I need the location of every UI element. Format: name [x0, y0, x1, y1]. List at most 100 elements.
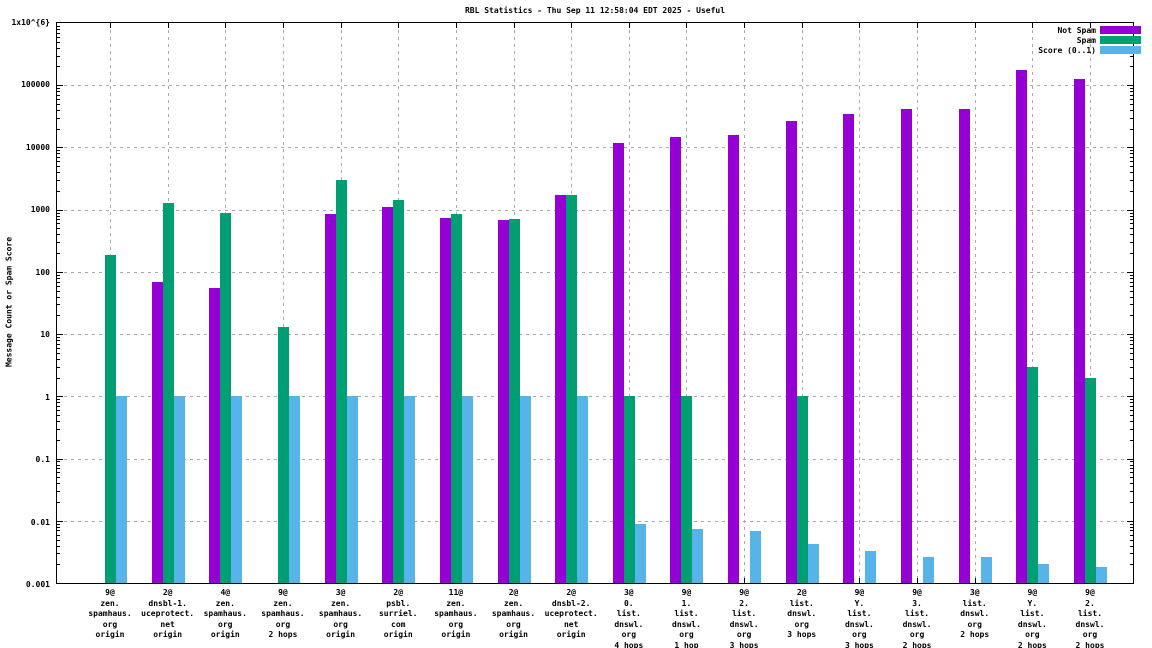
legend-item-score: Score (0..1) [1038, 45, 1141, 55]
y-major-tick [57, 85, 63, 86]
x-group-label-line: org [967, 619, 982, 629]
x-group-label-line: dnswl. [960, 609, 990, 618]
h-gridline [57, 334, 1133, 336]
y-minor-tick [1130, 282, 1133, 283]
bar-score [1038, 564, 1049, 583]
y-minor-tick [57, 535, 60, 536]
x-group-label-line: uceprotect. [141, 609, 195, 618]
y-tick-label: 1000 [30, 205, 50, 215]
y-minor-tick [57, 219, 60, 220]
legend-label: Spam [1076, 35, 1096, 45]
x-group-label-line: dnsbl-1. [148, 598, 187, 608]
y-minor-tick [57, 161, 60, 162]
y-minor-tick [57, 415, 60, 416]
x-group-label-line: 1 hop [674, 640, 699, 648]
y-minor-tick [57, 291, 60, 292]
x-group-label: 9@ 1. list. dnswl. org 1 hop [641, 588, 731, 648]
y-minor-tick [57, 33, 60, 34]
x-group-label: 2@ list. dnswl. org 3 hops [757, 588, 847, 641]
legend-swatch-spam [1100, 36, 1141, 44]
x-group-label-line: list. [732, 609, 757, 618]
bar-score [462, 396, 473, 583]
x-group-label-line: spamhaus. [318, 609, 363, 618]
x-group-label-line: org [506, 619, 521, 629]
y-minor-tick [57, 37, 60, 38]
bar-score [174, 396, 185, 583]
y-minor-tick [1130, 180, 1133, 181]
bar-spam [1027, 366, 1038, 583]
legend-swatch-not-spam [1100, 26, 1141, 34]
bar-spam [1085, 377, 1096, 583]
x-group-label-line: dnswl. [1017, 619, 1047, 629]
y-major-tick [57, 210, 63, 211]
x-group-label-line: dnswl. [902, 619, 932, 629]
y-minor-tick [57, 530, 60, 531]
y-minor-tick [1130, 234, 1133, 235]
x-group-label-line: Y. [1027, 598, 1038, 608]
y-minor-tick [57, 242, 60, 243]
y-minor-tick [57, 491, 60, 492]
y-minor-tick [1130, 524, 1133, 525]
y-minor-tick [1130, 275, 1133, 276]
y-minor-tick [1130, 527, 1133, 528]
x-group-label-line: 1. [681, 598, 692, 608]
x-group-label-line: 2 hops [1017, 640, 1047, 648]
y-minor-tick [57, 88, 60, 89]
y-minor-tick [57, 216, 60, 217]
x-top-tick [514, 23, 515, 28]
chart-title: RBL Statistics - Thu Sep 11 12:58:04 EDT… [464, 6, 726, 15]
bar-not-spam [670, 136, 681, 583]
bar-score [981, 557, 992, 583]
y-minor-tick [1130, 88, 1133, 89]
x-group-label-line: org [1082, 630, 1098, 639]
y-minor-tick [57, 340, 60, 341]
v-gridline [917, 23, 918, 583]
x-group-label: 2@ dnsbl-1. uceprotect. net origin [123, 588, 213, 641]
y-minor-tick [1130, 242, 1133, 243]
y-minor-tick [57, 29, 60, 30]
bar-not-spam [1016, 70, 1027, 583]
y-minor-tick [1130, 440, 1133, 441]
bar-spam [163, 202, 174, 583]
y-minor-tick [1130, 415, 1133, 416]
y-minor-tick [1130, 315, 1133, 316]
y-minor-tick [57, 378, 60, 379]
y-minor-tick [57, 502, 60, 503]
x-group-label-line: dnswl. [614, 619, 644, 629]
x-group-label-line: 9@ [681, 588, 692, 597]
x-top-tick [686, 23, 687, 28]
y-minor-tick [1130, 472, 1133, 473]
y-minor-tick [1130, 421, 1133, 422]
y-minor-tick [1130, 110, 1133, 111]
y-minor-tick [57, 304, 60, 305]
bar-score [808, 544, 819, 583]
bar-spam [624, 396, 635, 583]
bar-score [520, 396, 531, 583]
x-group-label-line: org [794, 619, 809, 629]
y-minor-tick [57, 367, 60, 368]
y-minor-tick [57, 172, 60, 173]
legend-swatch-score [1100, 46, 1141, 54]
x-group-label-line: list. [1020, 609, 1045, 618]
x-group-label: 9@ zen. spamhaus. org origin [65, 588, 155, 641]
bar-score [750, 531, 761, 583]
x-group-label-line: org [218, 619, 233, 629]
x-group-label-line: 2@ [508, 588, 519, 597]
x-top-tick [341, 23, 342, 28]
h-gridline [57, 396, 1133, 398]
y-minor-tick [1130, 304, 1133, 305]
y-minor-tick [1130, 546, 1133, 547]
y-minor-tick [1130, 399, 1133, 400]
y-minor-tick [1130, 340, 1133, 341]
x-group-label: 2@ dnsbl-2. uceprotect. net origin [526, 588, 616, 641]
h-gridline [57, 147, 1133, 149]
v-gridline [283, 23, 284, 583]
x-group-label-line: spamhaus. [261, 609, 305, 618]
y-minor-tick [57, 421, 60, 422]
y-minor-tick [57, 150, 60, 151]
bar-score [692, 529, 703, 583]
y-major-tick [1127, 396, 1133, 397]
y-major-tick [57, 334, 63, 335]
x-group-label-line: origin [210, 630, 240, 639]
